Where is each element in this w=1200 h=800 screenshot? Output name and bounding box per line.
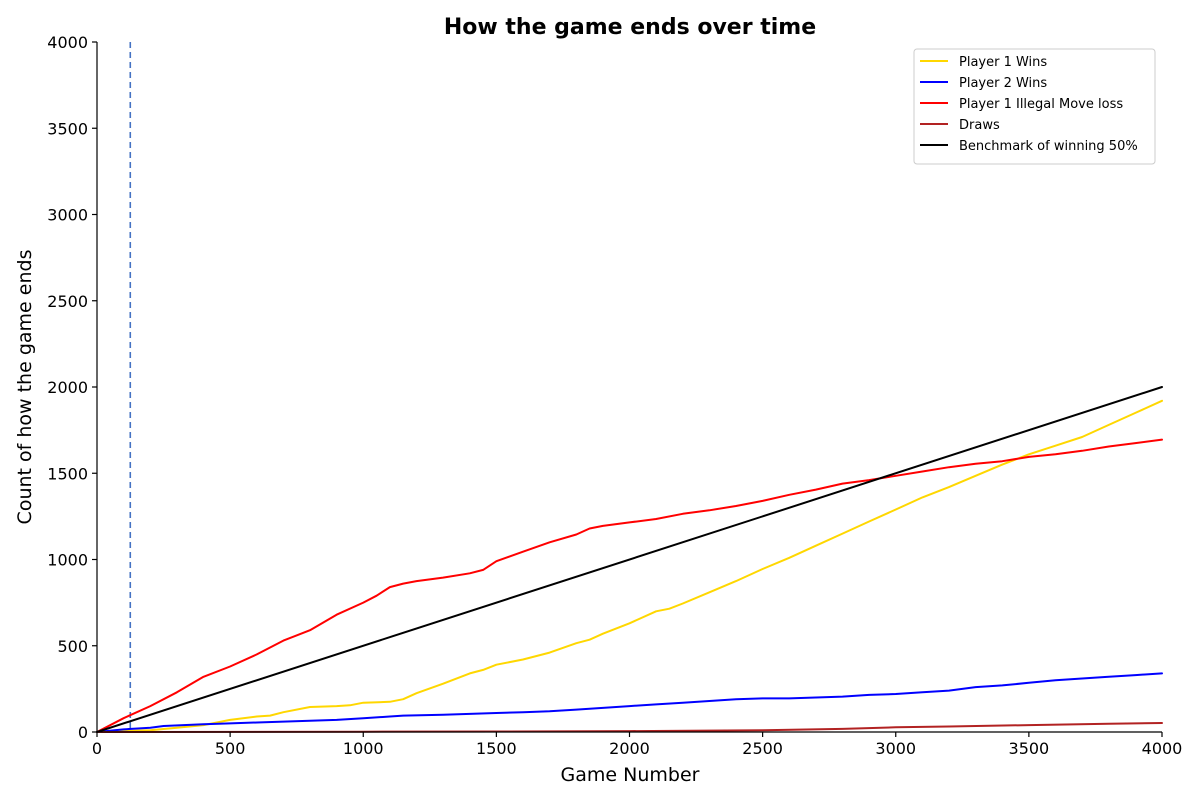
x-tick-label: 1500 xyxy=(476,739,517,758)
x-tick-label: 2500 xyxy=(742,739,783,758)
y-tick-label: 0 xyxy=(78,723,88,742)
series-line-1 xyxy=(96,672,1163,733)
y-tick-label: 3000 xyxy=(47,206,88,225)
x-tick-label: 3000 xyxy=(875,739,916,758)
y-tick-label: 3500 xyxy=(47,119,88,138)
y-tick-label: 500 xyxy=(57,637,88,656)
x-tick-label: 2000 xyxy=(609,739,650,758)
legend-entry: Player 2 Wins xyxy=(959,76,1047,91)
y-axis-label: Count of how the game ends xyxy=(14,250,36,525)
series-line-0 xyxy=(96,399,1163,733)
x-tick-label: 1000 xyxy=(343,739,384,758)
series-line-2 xyxy=(96,438,1163,733)
legend-entry: Draws xyxy=(959,118,1000,133)
y-tick-label: 2500 xyxy=(47,292,88,311)
series-line-3 xyxy=(96,722,1163,733)
x-tick-label: 3500 xyxy=(1009,739,1050,758)
x-tick-label: 500 xyxy=(215,739,246,758)
legend-entry: Player 1 Wins xyxy=(959,55,1047,70)
legend-entry: Benchmark of winning 50% xyxy=(959,139,1138,154)
y-tick-label: 1500 xyxy=(47,464,88,483)
x-tick-label: 4000 xyxy=(1142,739,1183,758)
legend-entry: Player 1 Illegal Move loss xyxy=(959,97,1123,112)
y-tick-label: 2000 xyxy=(47,378,88,397)
legend-box xyxy=(913,48,1156,165)
x-tick-label: 0 xyxy=(92,739,102,758)
x-axis-label: Game Number xyxy=(561,764,700,786)
y-tick-label: 4000 xyxy=(47,33,88,52)
y-tick-label: 1000 xyxy=(47,551,88,570)
chart-title: How the game ends over time xyxy=(444,15,816,40)
series-line-4 xyxy=(96,386,1163,733)
